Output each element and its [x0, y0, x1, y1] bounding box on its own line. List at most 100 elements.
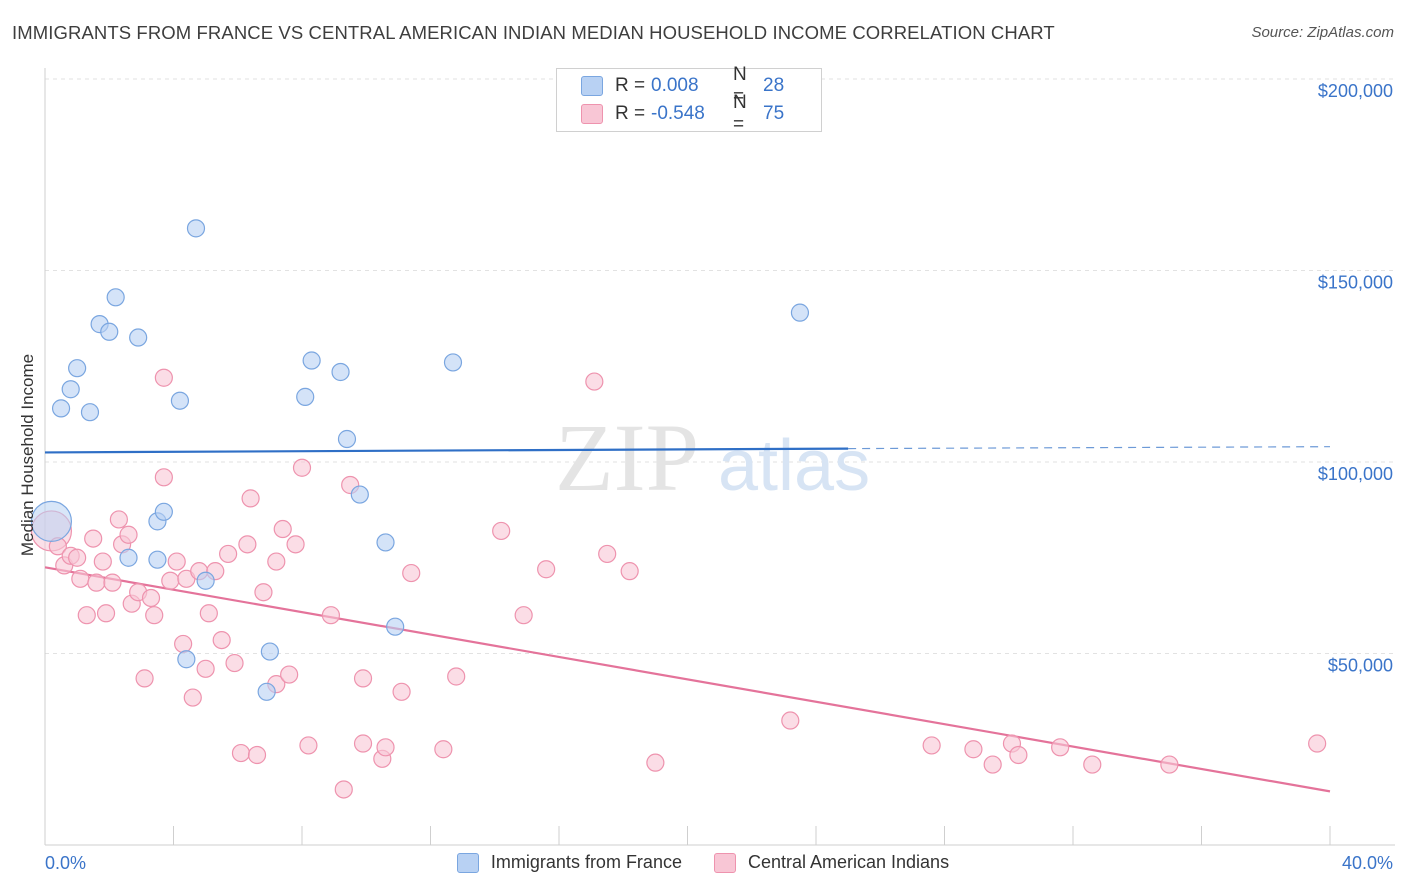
data-points — [30, 219, 1327, 799]
r-label: R = — [615, 75, 646, 96]
point-france — [177, 650, 196, 669]
series-legend: Immigrants from France Central American … — [0, 852, 1406, 873]
point-central-american — [93, 552, 112, 571]
point-france — [186, 219, 206, 238]
source-label: Source: ZipAtlas.com — [1251, 24, 1394, 41]
n-label: N = — [733, 64, 747, 107]
point-france — [790, 303, 810, 322]
point-france — [350, 485, 369, 504]
point-central-american — [71, 569, 90, 588]
point-central-american — [254, 583, 273, 602]
trend-line-france — [44, 447, 849, 454]
point-central-american — [225, 653, 244, 673]
point-central-american — [447, 667, 466, 686]
point-central-american — [620, 562, 639, 581]
point-central-american — [286, 535, 305, 554]
point-france — [129, 328, 148, 347]
r-label: R = — [615, 103, 646, 124]
point-central-american — [183, 688, 202, 707]
point-central-american — [353, 669, 373, 688]
chart-title: IMMIGRANTS FROM FRANCE VS CENTRAL AMERIC… — [12, 22, 1055, 43]
legend-item-france: Immigrants from France — [456, 852, 682, 873]
point-central-american — [964, 740, 983, 759]
point-central-american — [1160, 755, 1179, 774]
point-central-american — [646, 753, 665, 772]
point-central-american — [103, 573, 122, 592]
point-france — [51, 399, 71, 418]
point-central-american — [1009, 745, 1028, 765]
point-central-american — [135, 669, 154, 688]
watermark: ZIP atlas — [555, 404, 870, 511]
legend-label: Central American Indians — [747, 852, 950, 872]
point-central-american — [353, 734, 373, 753]
point-central-american — [119, 525, 138, 544]
point-central-american — [537, 560, 556, 579]
legend-item-central-american: Central American Indians — [713, 852, 950, 873]
point-central-american — [492, 521, 511, 541]
point-central-american — [392, 682, 411, 701]
point-central-american — [1308, 734, 1327, 753]
r-value: 0.008 — [651, 75, 699, 96]
point-france — [61, 380, 80, 399]
tick-labels: $50,000 $100,000 $150,000 $200,000 0.0% 40.0% — [45, 81, 1393, 873]
point-central-american — [87, 573, 106, 592]
point-central-american — [145, 606, 164, 625]
point-france — [170, 391, 190, 410]
r-value: -0.548 — [651, 103, 705, 124]
point-central-american — [376, 738, 395, 757]
point-central-american — [434, 740, 453, 759]
legend-label: Immigrants from France — [490, 852, 682, 872]
point-central-american — [983, 755, 1002, 774]
point-central-american — [154, 468, 173, 487]
point-central-american — [174, 634, 193, 654]
point-france — [257, 682, 276, 701]
point-france — [386, 617, 405, 636]
legend-swatch-blue — [581, 76, 603, 96]
point-central-american — [321, 606, 341, 625]
n-value: 28 — [763, 75, 785, 96]
point-central-american — [141, 588, 161, 608]
point-central-american — [247, 745, 267, 765]
point-central-american — [109, 510, 128, 529]
point-central-american — [598, 544, 617, 564]
point-france — [106, 288, 125, 307]
point-central-american — [199, 604, 218, 623]
point-france — [296, 387, 315, 406]
y-tick-label: $150,000 — [1318, 273, 1393, 293]
x-tick-label: 0.0% — [45, 853, 86, 873]
grid-lines — [45, 78, 1395, 654]
point-central-american — [1083, 755, 1102, 774]
point-france — [302, 351, 321, 370]
legend-row-france: R = 0.008 N = 28 — [581, 64, 785, 107]
point-central-american — [1051, 738, 1070, 757]
point-france — [68, 359, 87, 378]
point-france — [260, 642, 279, 661]
point-central-american — [585, 372, 604, 391]
watermark-atlas: atlas — [718, 426, 870, 506]
y-tick-label: $50,000 — [1328, 656, 1393, 676]
y-tick-label: $100,000 — [1318, 464, 1393, 484]
point-central-american — [167, 552, 186, 571]
axes — [44, 68, 1395, 846]
point-france — [154, 502, 173, 521]
point-central-american — [77, 606, 96, 625]
point-france — [331, 362, 350, 382]
point-central-american — [299, 736, 318, 755]
trend-lines — [44, 446, 1331, 793]
point-central-american — [922, 736, 941, 755]
point-france — [30, 500, 73, 542]
y-tick-label: $200,000 — [1318, 81, 1393, 101]
legend-swatch-pink — [581, 104, 603, 124]
legend-row-central-american: R = -0.548 N = 75 — [581, 92, 784, 135]
stats-legend: R = 0.008 N = 28 R = -0.548 N = 75 — [556, 64, 822, 135]
point-central-american — [238, 535, 257, 554]
point-central-american — [292, 458, 312, 477]
point-france — [80, 403, 100, 422]
point-france — [376, 533, 395, 552]
point-central-american — [267, 552, 286, 571]
point-central-american — [212, 630, 231, 650]
point-central-american — [280, 665, 299, 684]
trend-line-central-american — [44, 566, 1331, 793]
point-france — [100, 322, 119, 341]
